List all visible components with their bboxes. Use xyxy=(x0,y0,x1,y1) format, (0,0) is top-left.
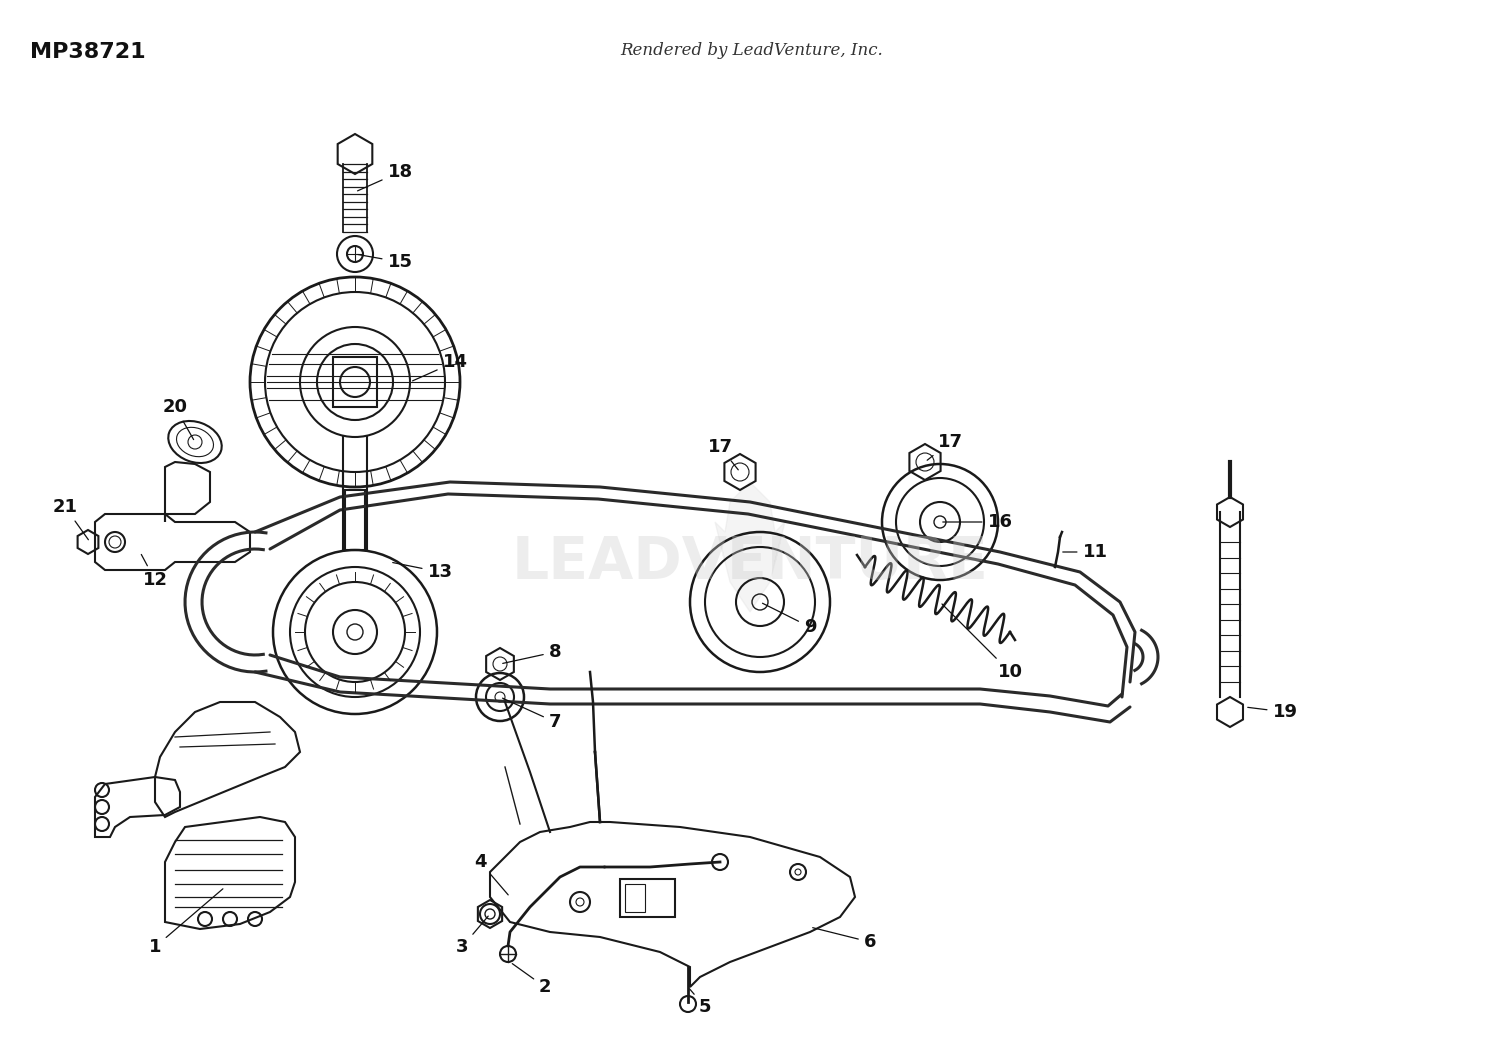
Text: 17: 17 xyxy=(708,438,738,469)
Text: 8: 8 xyxy=(503,643,561,664)
Text: Rendered by LeadVenture, Inc.: Rendered by LeadVenture, Inc. xyxy=(620,42,882,59)
Text: 9: 9 xyxy=(762,603,816,636)
Text: 6: 6 xyxy=(813,928,876,950)
Text: 4: 4 xyxy=(474,853,508,895)
Text: LEADVENTURE: LEADVENTURE xyxy=(512,533,988,590)
Text: 17: 17 xyxy=(927,433,963,460)
Text: 1: 1 xyxy=(148,889,224,956)
Text: 15: 15 xyxy=(357,253,413,271)
Text: 16: 16 xyxy=(944,513,1012,531)
Bar xyxy=(620,879,675,917)
Text: 7: 7 xyxy=(503,698,561,731)
Text: 20: 20 xyxy=(162,398,194,440)
Text: 13: 13 xyxy=(393,563,453,581)
Text: 12: 12 xyxy=(141,554,168,589)
Polygon shape xyxy=(716,482,784,612)
Text: 5: 5 xyxy=(690,989,711,1016)
Bar xyxy=(345,490,364,550)
Text: MP38721: MP38721 xyxy=(30,42,146,62)
Text: 21: 21 xyxy=(53,498,88,539)
Text: 3: 3 xyxy=(456,917,488,956)
Bar xyxy=(333,357,376,407)
Text: 11: 11 xyxy=(1064,543,1107,561)
Text: 2: 2 xyxy=(513,963,552,996)
Text: 14: 14 xyxy=(413,353,468,381)
Bar xyxy=(626,884,645,912)
Text: 19: 19 xyxy=(1248,703,1298,721)
Text: 10: 10 xyxy=(942,604,1023,681)
Text: 18: 18 xyxy=(357,162,413,191)
